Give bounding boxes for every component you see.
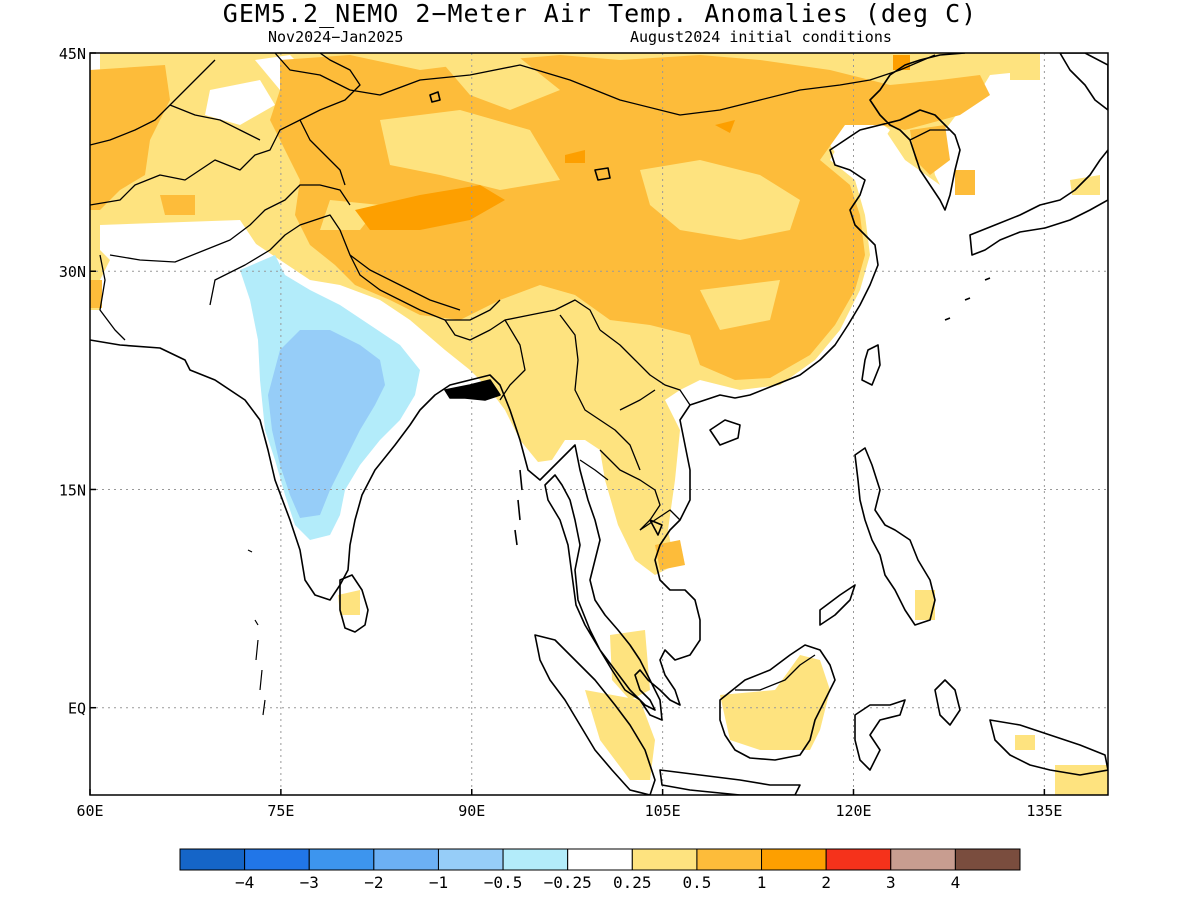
colorbar-label: 0.5 <box>682 873 711 892</box>
map-title: GEM5.2_NEMO 2−Meter Air Temp. Anomalies … <box>222 0 978 28</box>
colorbar-swatch <box>761 848 827 871</box>
lon-tick-label: 90E <box>458 802 485 820</box>
colorbar-label: −2 <box>364 873 383 892</box>
map-frame <box>89 52 1109 796</box>
asia-coastline <box>90 53 966 721</box>
colorbar-label: −1 <box>429 873 448 892</box>
colorbar-swatch <box>696 848 763 871</box>
colorbar-label: −4 <box>235 873 254 892</box>
gridlines <box>90 53 1108 795</box>
country-borders <box>90 53 361 206</box>
initial-conditions: August2024 initial conditions <box>630 28 892 46</box>
colorbar-swatch <box>502 848 569 871</box>
colorbar-label: −3 <box>300 873 319 892</box>
colorbar-label: 2 <box>821 873 831 892</box>
taiwan-outline <box>861 344 881 386</box>
lon-tick-label: 120E <box>835 802 871 820</box>
borneo-outline <box>719 644 836 761</box>
colorbar-swatch <box>631 848 698 871</box>
colorbar-label: 1 <box>757 873 767 892</box>
lon-tick-label: 75E <box>267 802 294 820</box>
colorbar-swatch <box>244 848 310 871</box>
colorbar-swatch <box>567 848 633 871</box>
philippines-outline <box>854 447 936 626</box>
latitude-axis: 45N 30N 15N EQ <box>59 45 96 718</box>
colorbar-swatch <box>373 848 439 871</box>
colorbar-label: 3 <box>886 873 896 892</box>
forecast-period: Nov2024−Jan2025 <box>268 28 404 46</box>
longitude-axis: 60E 75E 90E 105E 120E 135E <box>76 789 1062 820</box>
colorbar-label: −0.25 <box>544 873 592 892</box>
lon-tick-label: 105E <box>645 802 681 820</box>
lon-tick-label: 135E <box>1026 802 1062 820</box>
coastlines <box>90 53 1108 795</box>
anomaly-fields <box>90 53 1108 795</box>
lat-tick-label: EQ <box>68 700 86 718</box>
lat-tick-label: 30N <box>59 263 86 281</box>
colorbar-swatch <box>890 848 956 871</box>
colorbar-label: −0.5 <box>484 873 523 892</box>
lat-tick-label: 45N <box>59 45 86 63</box>
lon-tick-label: 60E <box>76 802 103 820</box>
colorbar-swatch <box>308 848 375 871</box>
sumatra-outline <box>534 634 656 795</box>
colorbar-swatch <box>437 848 504 871</box>
colorbar-swatch <box>954 848 1021 871</box>
colorbar-swatch <box>179 848 246 871</box>
colorbar-legend: −4 −3 −2 −1 −0.5 −0.25 0.25 0.5 1 2 3 4 <box>179 848 1021 892</box>
colorbar-swatch <box>825 848 892 871</box>
colorbar-label: 0.25 <box>613 873 652 892</box>
lat-tick-label: 15N <box>59 481 86 499</box>
japan-outline <box>969 149 1108 256</box>
colorbar-label: 4 <box>951 873 961 892</box>
sri-lanka-outline <box>339 574 369 633</box>
